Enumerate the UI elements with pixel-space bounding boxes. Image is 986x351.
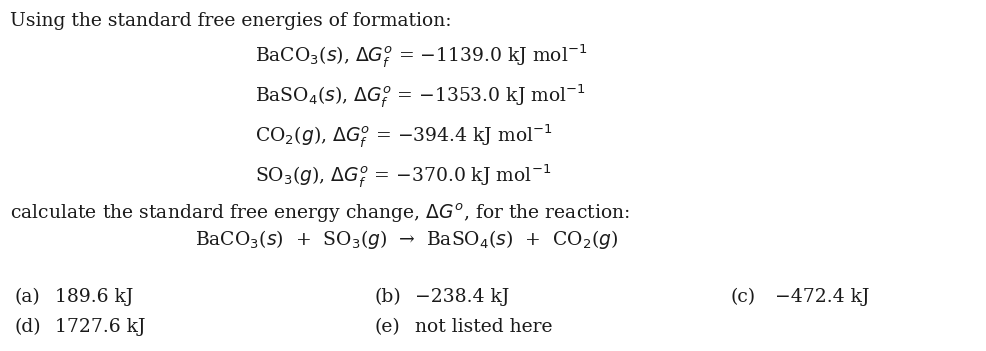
Text: calculate the standard free energy change, $\Delta G^o$, for the reaction:: calculate the standard free energy chang… <box>10 202 629 225</box>
Text: −472.4 kJ: −472.4 kJ <box>774 288 869 306</box>
Text: BaCO$_3$($s$)  +  SO$_3$($g$)  →  BaSO$_4$($s$)  +  CO$_2$($g$): BaCO$_3$($s$) + SO$_3$($g$) → BaSO$_4$($… <box>195 228 617 251</box>
Text: (d): (d) <box>15 318 41 336</box>
Text: 1727.6 kJ: 1727.6 kJ <box>55 318 145 336</box>
Text: BaSO$_4$($s$), $\Delta G^o_f$ = −1353.0 kJ mol$^{-1}$: BaSO$_4$($s$), $\Delta G^o_f$ = −1353.0 … <box>254 82 586 109</box>
Text: Using the standard free energies of formation:: Using the standard free energies of form… <box>10 12 451 30</box>
Text: (b): (b) <box>375 288 401 306</box>
Text: (c): (c) <box>730 288 754 306</box>
Text: −238.4 kJ: −238.4 kJ <box>414 288 509 306</box>
Text: CO$_2$($g$), $\Delta G^o_f$ = −394.4 kJ mol$^{-1}$: CO$_2$($g$), $\Delta G^o_f$ = −394.4 kJ … <box>254 122 552 149</box>
Text: not listed here: not listed here <box>414 318 552 336</box>
Text: (a): (a) <box>15 288 40 306</box>
Text: BaCO$_3$($s$), $\Delta G^o_f$ = −1139.0 kJ mol$^{-1}$: BaCO$_3$($s$), $\Delta G^o_f$ = −1139.0 … <box>254 42 587 69</box>
Text: 189.6 kJ: 189.6 kJ <box>55 288 133 306</box>
Text: (e): (e) <box>375 318 400 336</box>
Text: SO$_3$($g$), $\Delta G^o_f$ = −370.0 kJ mol$^{-1}$: SO$_3$($g$), $\Delta G^o_f$ = −370.0 kJ … <box>254 162 550 189</box>
